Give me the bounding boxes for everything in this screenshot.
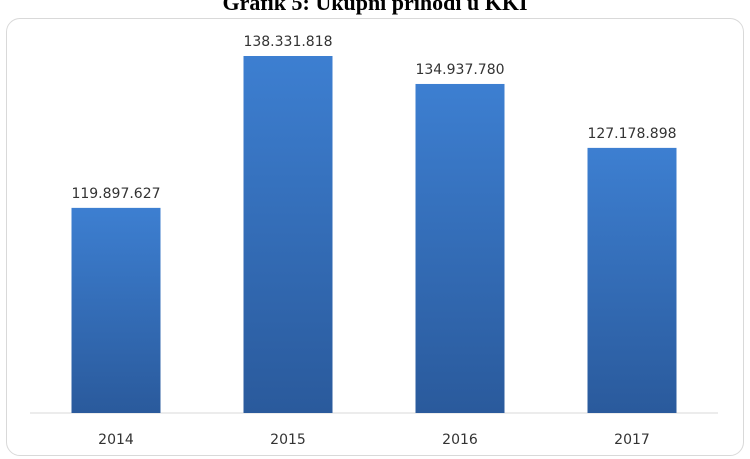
x-tick-label-2015: 2015 — [270, 432, 306, 448]
x-tick-label-2014: 2014 — [98, 432, 134, 448]
data-label-2015: 138.331.818 — [243, 34, 332, 50]
chart-title: Grafik 5: Ukupni prihodi u KKI — [222, 0, 528, 15]
x-tick-label-2017: 2017 — [614, 432, 650, 448]
bar-2016 — [415, 83, 505, 413]
bar-2017 — [587, 147, 677, 413]
bar-2015 — [243, 56, 333, 413]
data-label-2016: 134.937.780 — [415, 62, 504, 78]
data-label-2014: 119.897.627 — [71, 186, 160, 202]
x-tick-label-2016: 2016 — [442, 432, 478, 448]
bar-2014 — [71, 207, 161, 413]
data-label-2017: 127.178.898 — [587, 126, 676, 142]
